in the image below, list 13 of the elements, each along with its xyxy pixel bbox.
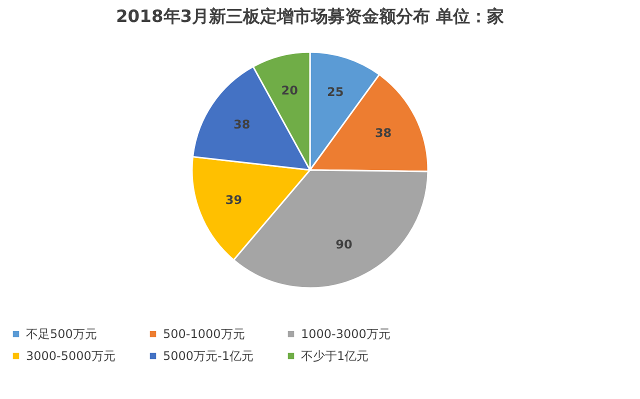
chart-title: 2018年3月新三板定增市场募资金额分布 单位：家 [116,7,504,27]
data-label: 90 [336,238,352,252]
legend-label: 3000-5000万元 [26,349,116,363]
data-label: 38 [234,117,250,132]
data-label: 39 [225,193,242,208]
data-label: 20 [281,84,298,98]
legend-label: 5000万元-1亿元 [163,349,254,363]
legend-label: 500-1000万元 [163,327,245,342]
legend-label: 不足500万元 [26,327,97,342]
data-label: 25 [326,85,344,100]
legend-label: 不少于1亿元 [301,349,369,363]
data-label: 38 [374,126,392,140]
legend-label: 1000-3000万元 [301,327,390,342]
